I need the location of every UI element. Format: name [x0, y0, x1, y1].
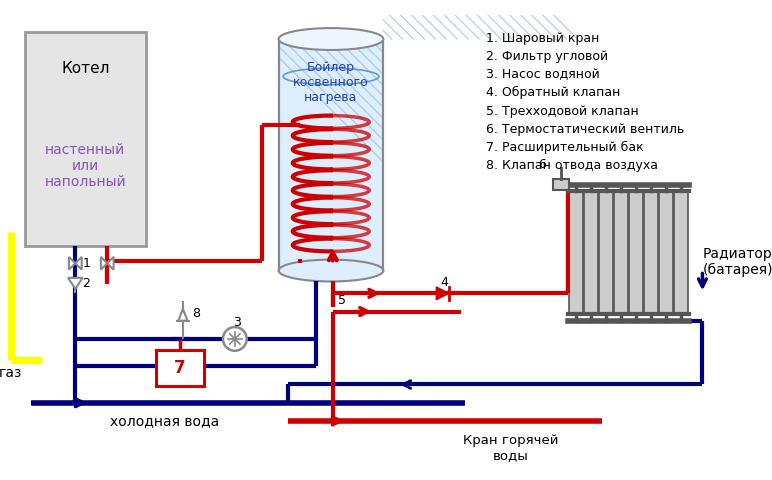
Text: Радиатор
(батарея): Радиатор (батарея)	[703, 247, 772, 277]
Polygon shape	[69, 257, 82, 270]
Text: Кран горячей
воды: Кран горячей воды	[463, 434, 559, 462]
Text: 8: 8	[192, 307, 200, 320]
Polygon shape	[178, 309, 188, 321]
Text: Бойлер
косвенного
нагрева: Бойлер косвенного нагрева	[293, 61, 369, 104]
Text: 3: 3	[232, 316, 241, 329]
Bar	[674, 191, 689, 314]
Text: 2: 2	[83, 277, 90, 290]
Bar	[569, 191, 583, 314]
Text: холодная вода: холодная вода	[110, 414, 219, 428]
Text: 5: 5	[338, 294, 346, 307]
Bar	[599, 191, 613, 314]
Bar	[584, 191, 598, 314]
Text: газ: газ	[0, 366, 22, 380]
Text: 7: 7	[174, 359, 186, 377]
Text: 4: 4	[441, 276, 449, 289]
Polygon shape	[101, 257, 113, 270]
FancyBboxPatch shape	[25, 32, 145, 246]
Text: 4. Обратный клапан: 4. Обратный клапан	[486, 86, 620, 99]
Text: 3. Насос водяной: 3. Насос водяной	[486, 68, 599, 81]
FancyBboxPatch shape	[157, 350, 204, 386]
Text: настенный
или
напольный: настенный или напольный	[45, 143, 127, 190]
Bar	[553, 180, 570, 191]
Text: 8. Клапан отвода воздуха: 8. Клапан отвода воздуха	[486, 159, 658, 172]
Bar	[659, 191, 673, 314]
Text: 1: 1	[83, 257, 90, 270]
Text: 1. Шаровый кран: 1. Шаровый кран	[486, 32, 599, 45]
Ellipse shape	[279, 260, 384, 281]
Text: 6: 6	[538, 158, 546, 171]
Text: 2. Фильтр угловой: 2. Фильтр угловой	[486, 50, 608, 63]
Text: 7. Расширительный бак: 7. Расширительный бак	[486, 141, 643, 154]
Bar	[614, 191, 628, 314]
Polygon shape	[68, 278, 83, 289]
Polygon shape	[279, 39, 384, 271]
Text: Котел: Котел	[61, 60, 110, 76]
Bar	[644, 191, 659, 314]
Text: 5. Трехходовой клапан: 5. Трехходовой клапан	[486, 105, 638, 118]
Ellipse shape	[279, 28, 384, 50]
Bar	[629, 191, 643, 314]
Text: 6. Термостатический вентиль: 6. Термостатический вентиль	[486, 123, 684, 136]
Polygon shape	[436, 287, 449, 300]
Circle shape	[223, 327, 247, 351]
